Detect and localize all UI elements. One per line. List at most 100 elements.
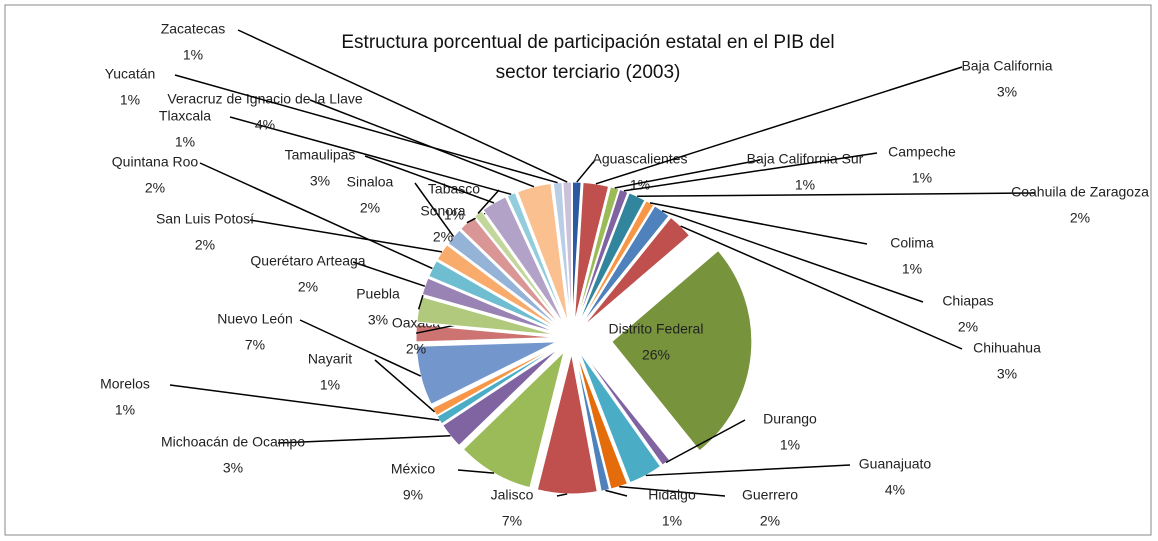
pie-slice xyxy=(611,249,753,452)
value-label: 1% xyxy=(902,261,922,277)
value-label: 1% xyxy=(912,170,932,186)
leader-line xyxy=(680,225,963,350)
value-label: 2% xyxy=(298,279,318,295)
leader-line xyxy=(605,489,628,497)
leader-line xyxy=(352,261,426,287)
value-label: 2% xyxy=(360,200,380,216)
leader-line xyxy=(249,219,443,253)
slice-label: Coahuila de Zaragoza xyxy=(1011,184,1149,200)
leader-line xyxy=(595,66,963,185)
leader-line xyxy=(417,294,424,310)
slice-label: Nayarit xyxy=(308,351,352,367)
value-label: 1% xyxy=(175,134,195,150)
pie-slice xyxy=(482,196,565,325)
pie-slice xyxy=(506,192,567,324)
slice-label: Tamaulipas xyxy=(285,147,356,163)
value-label: 1% xyxy=(444,207,464,223)
value-label: 7% xyxy=(245,337,265,353)
slice-label: Baja California xyxy=(961,58,1052,74)
slice-label: Sonora xyxy=(420,203,465,219)
pie-slice xyxy=(428,260,558,332)
leader-line xyxy=(174,74,558,184)
leader-line xyxy=(477,189,500,215)
value-label: 1% xyxy=(780,437,800,453)
slice-label: Veracruz de Ignacio de la Llave xyxy=(167,91,363,107)
leader-line xyxy=(614,159,761,189)
value-label: 1% xyxy=(183,47,203,63)
leader-line xyxy=(277,435,451,444)
leader-line xyxy=(623,152,878,192)
leader-line xyxy=(619,485,726,497)
leader-line xyxy=(414,182,455,237)
leader-line xyxy=(299,319,422,377)
leader-line xyxy=(199,162,433,270)
slice-label: México xyxy=(391,461,436,477)
slice-label: Distrito Federal xyxy=(609,321,704,337)
pie-slice xyxy=(416,341,557,405)
leader-line xyxy=(649,202,868,245)
slice-label: Chiapas xyxy=(942,293,993,309)
leader-line xyxy=(229,116,512,196)
slice-label: Yucatán xyxy=(105,66,156,82)
slice-label: Baja California Sur xyxy=(747,151,864,167)
value-label: 3% xyxy=(310,173,330,189)
slice-label: Campeche xyxy=(888,144,956,160)
slice-label: Chihuahua xyxy=(973,340,1041,356)
leader-line xyxy=(237,29,568,183)
leader-line xyxy=(309,99,535,188)
slice-label: San Luis Potosí xyxy=(156,211,254,227)
leader-line xyxy=(457,469,495,474)
value-label: 26% xyxy=(642,347,670,363)
value-label: 1% xyxy=(795,177,815,193)
leader-line xyxy=(364,155,495,204)
slice-label: Hidalgo xyxy=(648,487,696,503)
leader-line xyxy=(645,464,851,477)
value-label: 1% xyxy=(320,377,340,393)
value-label: 9% xyxy=(403,487,423,503)
slice-label: Nuevo León xyxy=(217,311,293,327)
value-label: 2% xyxy=(1070,210,1090,226)
slice-label: Tlaxcala xyxy=(159,108,211,124)
pie-slice xyxy=(421,277,558,334)
slice-label: Querétaro Arteaga xyxy=(250,253,365,269)
slice-label: Durango xyxy=(763,411,817,427)
pie-slice xyxy=(576,353,629,490)
leader-line xyxy=(661,209,924,303)
slice-label: Guerrero xyxy=(742,487,798,503)
slice-label: Guanajuato xyxy=(859,456,932,472)
value-label: 4% xyxy=(885,482,905,498)
value-label: 3% xyxy=(223,460,243,476)
value-label: 1% xyxy=(662,513,682,529)
leader-line xyxy=(637,192,1036,198)
slice-label: Jalisco xyxy=(491,487,534,503)
value-label: 2% xyxy=(433,229,453,245)
value-label: 2% xyxy=(760,513,780,529)
pie-slice xyxy=(579,351,662,484)
slice-label: Puebla xyxy=(356,286,400,302)
pie-slice xyxy=(571,181,582,323)
pie-slice xyxy=(436,244,559,330)
leader-line xyxy=(169,384,440,421)
value-label: 2% xyxy=(195,237,215,253)
leader-line xyxy=(665,419,746,464)
slice-label: Morelos xyxy=(100,376,150,392)
slice-label: Michoacán de Ocampo xyxy=(161,434,305,450)
value-label: 3% xyxy=(368,312,388,328)
leader-line xyxy=(374,359,436,413)
slice-label: Sinaloa xyxy=(347,174,394,190)
chart-title: Estructura porcentual de participación e… xyxy=(341,32,835,83)
value-label: 2% xyxy=(145,180,165,196)
value-label: 1% xyxy=(120,92,140,108)
slice-label: Colima xyxy=(890,235,934,251)
value-label: 3% xyxy=(997,366,1017,382)
slice-label: Quintana Roo xyxy=(112,154,199,170)
pie-slice xyxy=(578,192,646,324)
leader-line xyxy=(576,159,596,183)
value-label: 1% xyxy=(115,402,135,418)
slice-label: Zacatecas xyxy=(161,21,226,37)
leader-line xyxy=(556,493,568,497)
value-label: 2% xyxy=(406,341,426,357)
value-label: 2% xyxy=(958,319,978,335)
